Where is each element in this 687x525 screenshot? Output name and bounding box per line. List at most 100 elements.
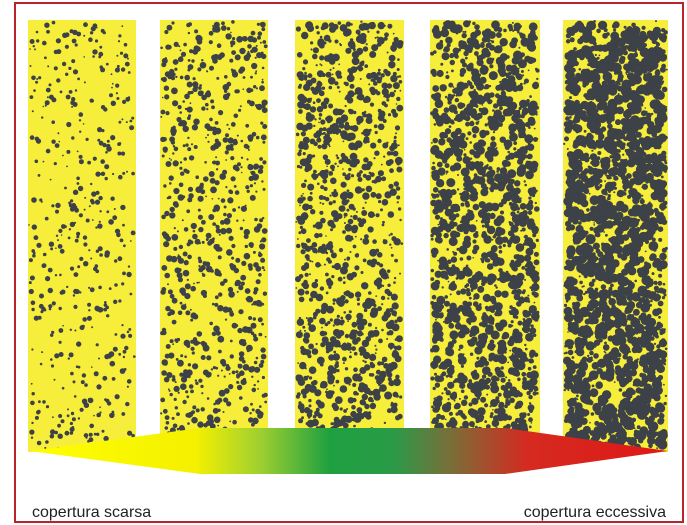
droplet [369,87,375,93]
droplet [183,252,188,257]
droplet [260,347,265,352]
droplet [91,326,93,328]
droplet [328,144,330,146]
droplet [359,36,367,44]
droplet [32,392,35,395]
droplet [589,351,594,356]
droplet [182,400,186,404]
droplet [188,22,192,26]
droplet [323,127,327,131]
droplet [92,219,94,221]
droplet [392,48,396,52]
droplet [185,283,191,289]
droplet [173,188,179,194]
droplet [94,371,99,376]
droplet [106,63,109,66]
droplet [317,183,320,186]
droplet [315,25,319,29]
droplet [34,48,36,50]
droplet [430,348,434,352]
droplet [69,203,73,207]
droplet [260,42,262,44]
droplet [251,31,256,36]
droplet [474,173,478,177]
droplet [387,284,390,287]
droplet [462,31,464,33]
droplet [391,247,393,249]
droplet [171,21,174,24]
droplet [309,298,313,302]
droplet [353,425,356,428]
droplet [377,361,381,365]
droplet [450,53,454,57]
droplet [359,23,366,30]
droplet [83,22,88,27]
droplet [187,242,191,246]
droplet [388,211,395,218]
droplet [516,336,523,343]
droplet [615,119,621,125]
droplet [111,73,113,75]
droplet [184,260,189,265]
droplet [51,120,55,124]
droplet [384,25,386,27]
droplet [500,53,508,61]
droplet [443,223,451,231]
droplet [533,391,537,395]
droplet [89,433,93,437]
droplet [532,187,536,191]
droplet [454,400,456,402]
droplet [564,136,569,141]
droplet [87,161,91,165]
droplet [472,22,475,25]
droplet [348,397,354,403]
droplet [161,110,166,115]
droplet [448,323,454,329]
droplet [330,69,332,71]
droplet [396,103,398,105]
droplet [498,340,507,349]
droplet [359,367,366,374]
droplet [198,282,200,284]
droplet [313,415,317,419]
droplet [473,298,475,300]
droplet [381,303,383,305]
droplet [188,363,191,366]
droplet [333,385,335,387]
droplet [212,198,214,200]
droplet [261,54,266,59]
droplet [95,264,99,268]
droplet [518,47,520,49]
droplet [359,382,365,388]
droplet [193,119,199,125]
droplet [66,150,70,154]
droplet [527,154,533,160]
droplet [499,106,503,110]
droplet [207,397,210,400]
droplet [127,379,132,384]
droplet [206,266,213,273]
droplet [196,282,198,284]
droplet [461,194,468,201]
droplet [301,131,306,136]
droplet [170,339,174,343]
droplet [356,393,359,396]
droplet [308,73,313,78]
droplet [88,249,90,251]
droplet [351,162,357,168]
droplet [360,238,362,240]
droplet [61,419,65,423]
droplet [438,224,440,226]
droplet [509,336,516,343]
droplet [397,201,399,203]
droplet [654,343,656,345]
droplet [262,303,265,306]
droplet [62,62,66,66]
droplet [162,328,166,332]
droplet [345,105,347,107]
droplet [534,281,537,284]
droplet [366,117,373,124]
droplet [480,258,482,260]
droplet [37,441,42,446]
droplet [477,176,485,184]
